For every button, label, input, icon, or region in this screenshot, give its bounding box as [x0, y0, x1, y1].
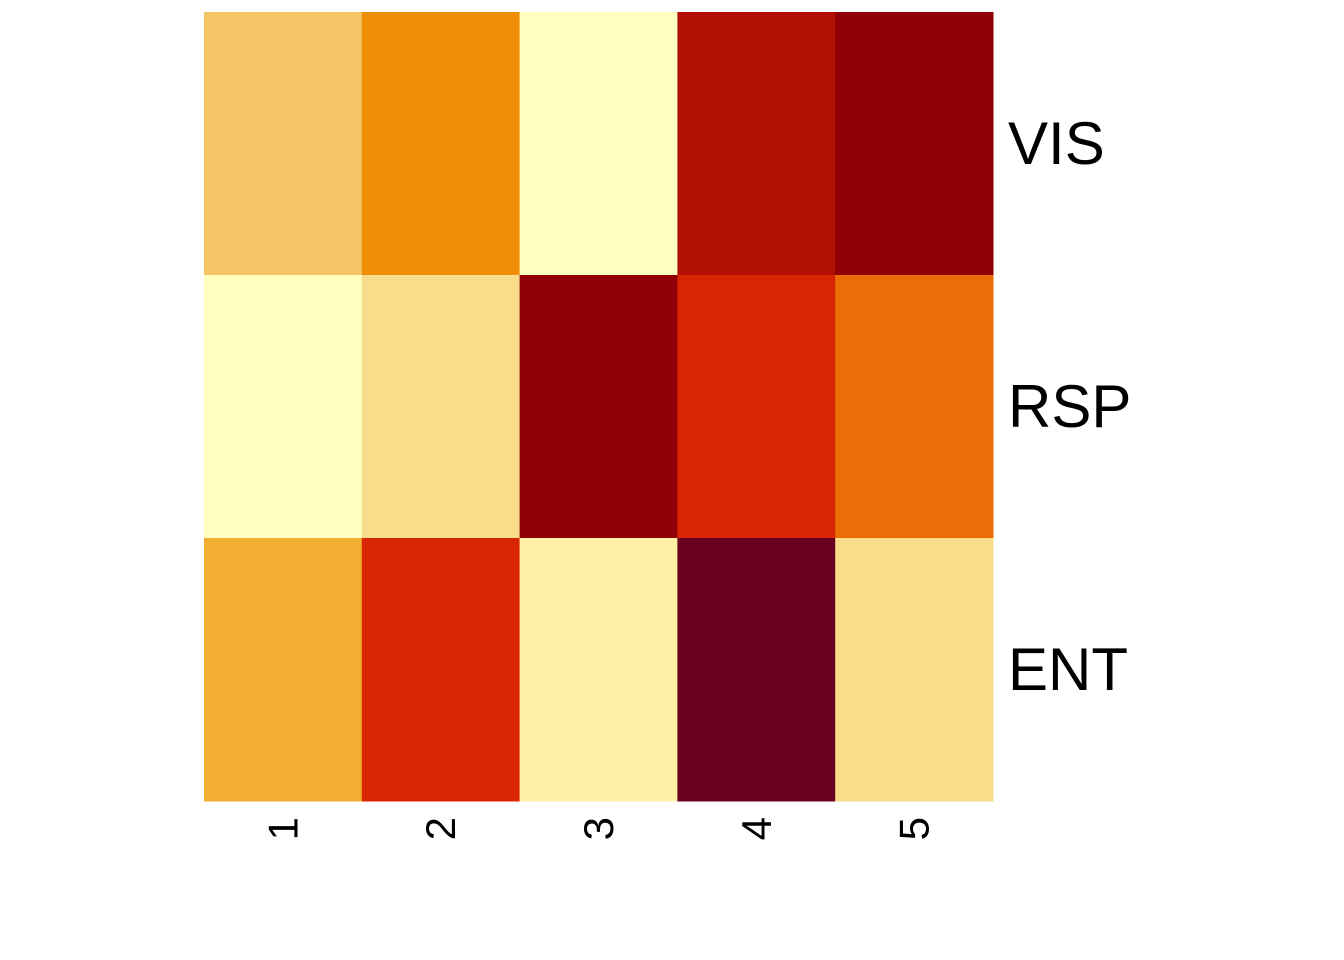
column-label-5: 5	[891, 817, 938, 840]
heatmap-cell-ent-3	[519, 538, 678, 802]
row-label-rsp: RSP	[1008, 373, 1131, 440]
heatmap-cell-ent-5	[835, 538, 994, 802]
column-label-3: 3	[575, 817, 622, 840]
column-label-4: 4	[733, 817, 780, 840]
row-label-ent: ENT	[1008, 636, 1128, 703]
column-labels: 1 2 3 4 5	[259, 817, 937, 840]
column-label-2: 2	[417, 817, 464, 840]
heatmap-cell-ent-2	[361, 538, 521, 802]
heatmap-cell-vis-2	[361, 12, 521, 276]
heatmap-cell-ent-4	[677, 538, 836, 802]
heatmap-cell-vis-5	[835, 12, 994, 276]
column-label-1: 1	[259, 817, 306, 840]
heatmap-cell-ent-1	[204, 538, 363, 802]
heatmap-cell-vis-4	[677, 12, 836, 276]
heatmap-cell-rsp-1	[204, 275, 363, 539]
heatmap-cell-rsp-3	[519, 275, 678, 539]
row-labels: VIS RSP ENT	[1008, 110, 1131, 703]
heatmap-cell-rsp-5	[835, 275, 994, 539]
heatmap-cells	[204, 12, 994, 802]
heatmap-cell-vis-3	[519, 12, 678, 276]
heatmap-cell-rsp-4	[677, 275, 836, 539]
heatmap-cell-vis-1	[204, 12, 363, 276]
heatmap-cell-rsp-2	[361, 275, 521, 539]
row-label-vis: VIS	[1008, 110, 1105, 177]
